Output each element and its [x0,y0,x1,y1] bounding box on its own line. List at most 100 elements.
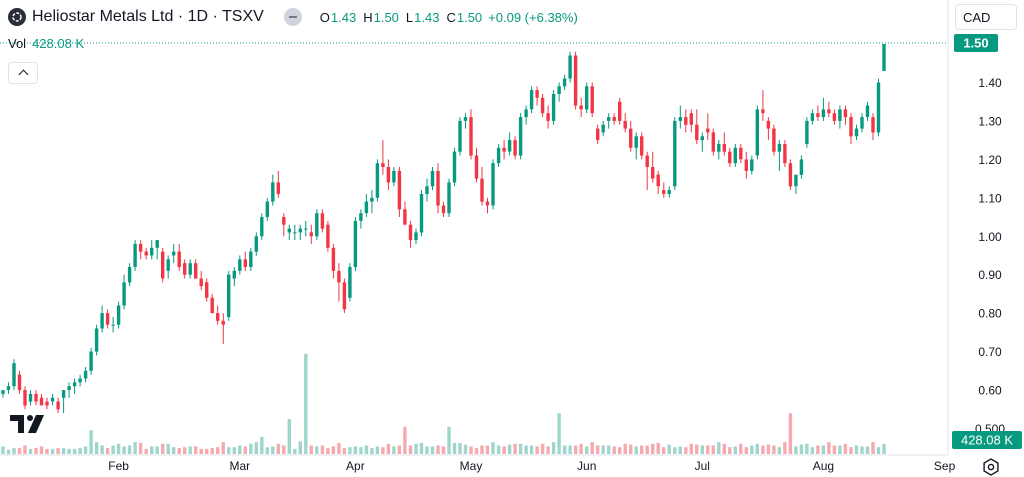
candle [529,86,534,114]
volume-legend[interactable]: Vol 428.08 K [8,36,84,51]
candle-body [326,224,330,248]
candle-body [249,251,253,267]
candle-body [1,390,5,394]
time-tick-label: Jul [695,459,710,473]
volume-bar [821,445,826,454]
candle [838,105,842,129]
candle [662,182,666,198]
candle [540,94,545,118]
candle [832,109,837,125]
candle [860,113,864,133]
candle [221,313,225,344]
candle-body [447,182,451,214]
candle [61,390,66,414]
symbol-title[interactable]: Heliostar Metals Ltd · 1D · TSXV [32,8,264,25]
candle-body [518,117,523,156]
candle-body [463,117,468,121]
candle [6,382,11,394]
volume-bar [651,443,655,454]
time-axis[interactable]: Feb Mar Apr May Jun Jul Aug Sep [108,459,955,473]
currency-selector[interactable]: CAD [955,4,1017,30]
candle [138,240,143,260]
volume-bar [832,445,837,454]
candle [282,213,286,237]
visibility-icon[interactable] [283,8,302,26]
volume-bar [28,448,33,454]
candle [695,109,699,144]
candle-body [761,109,765,114]
candle [849,113,853,144]
candle [651,151,655,183]
candle [150,240,154,260]
candle [684,109,688,133]
candle-body [882,44,886,71]
candle-body [337,270,341,283]
candle-body [860,117,864,129]
candle-body [39,397,44,406]
candle [403,201,407,225]
candle [656,170,660,194]
candle [315,209,319,241]
volume-bar [144,448,148,454]
volume-bar [6,449,11,455]
candle [452,147,457,187]
candle-body [430,170,435,187]
volume-bar [816,445,820,454]
high-value: 1.50 [373,9,399,25]
candle [364,194,369,217]
candle [271,174,275,206]
volume-bar [205,448,209,454]
candle [706,113,710,141]
candle-body [6,386,11,390]
volume-bar [612,446,616,454]
volume-bar [260,437,264,454]
price-axis[interactable]: 1.401.301.201.101.000.900.800.700.600.50… [975,76,1005,436]
tradingview-logo[interactable] [10,415,46,439]
candle-body [529,90,534,110]
candle [194,259,198,279]
price-tick-label: 1.10 [978,191,1002,205]
volume-bar [243,446,247,454]
candle-body [199,278,203,287]
volume-bar [777,447,782,454]
gear-icon[interactable] [982,458,1000,476]
volume-bar [496,445,501,454]
volume-bar [689,443,693,454]
candle [568,51,572,83]
candle-body [629,128,633,148]
candle-body [271,182,275,202]
volume-bar [629,444,633,454]
collapse-legend-button[interactable] [8,62,38,84]
candle [618,97,622,125]
candle [232,267,236,287]
volume-bar [386,443,391,454]
candle [496,144,501,167]
candle [733,144,737,167]
candle-body [794,174,798,187]
candle-body [816,113,820,117]
volume-bar [34,448,38,455]
volume-bar [232,447,236,454]
volume-bar [183,447,187,454]
volume-bar [271,446,275,454]
volume-bar [474,448,479,455]
candle [843,105,848,125]
candle-body [573,55,578,106]
candle-body [502,147,506,152]
candle-body [320,213,325,229]
volume-bar [700,445,704,454]
last-volume-tag [952,431,1022,449]
volume-bar [590,442,594,454]
candle [596,124,600,144]
candle-body [854,128,859,137]
volume-bar [23,445,27,454]
candle [794,174,798,194]
volume-bar [502,446,506,454]
candle-body [458,120,462,152]
candle-body [843,109,848,118]
volume-bar [17,448,22,455]
candle-body [618,101,622,121]
volume-bar [562,445,567,454]
candle-body [282,217,286,225]
